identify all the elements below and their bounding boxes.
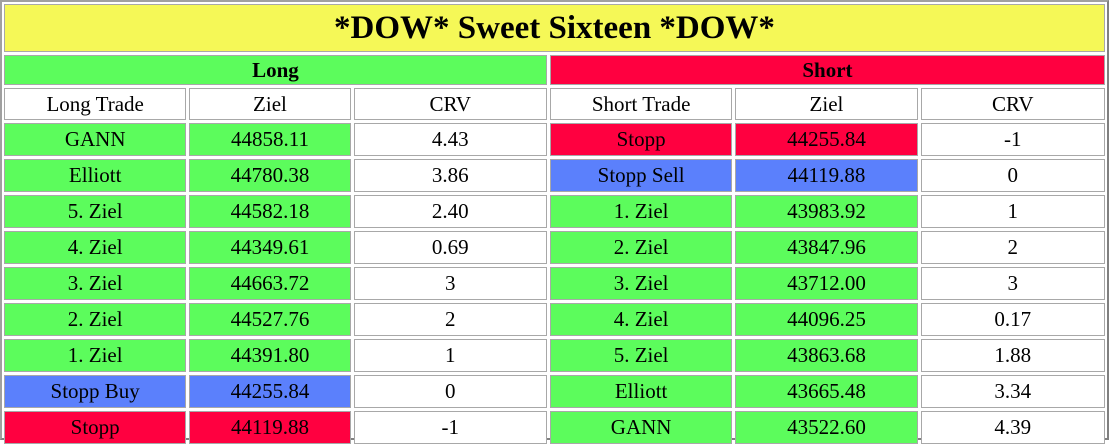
column-header-row: Long Trade Ziel CRV Short Trade Ziel CRV — [4, 88, 1105, 120]
long-crv-cell: -1 — [353, 411, 547, 444]
short-ziel-cell: 43665.48 — [735, 375, 918, 408]
long-trade-cell: 1. Ziel — [4, 339, 187, 372]
long-ziel-cell: 44349.61 — [189, 231, 351, 264]
long-trade-cell: Stopp — [4, 411, 187, 444]
short-trade-cell: Stopp Sell — [549, 159, 733, 192]
table-row: Stopp 44119.88 -1 GANN 43522.60 4.39 — [4, 411, 1105, 444]
table-row: Elliott 44780.38 3.86 Stopp Sell 44119.88 0 — [4, 159, 1105, 192]
short-trade-cell: 1. Ziel — [549, 195, 733, 228]
table-row: 1. Ziel 44391.80 1 5. Ziel 43863.68 1.88 — [4, 339, 1105, 372]
long-crv-header: CRV — [353, 88, 547, 120]
table-row: Stopp Buy 44255.84 0 Elliott 43665.48 3.34 — [4, 375, 1105, 408]
table-row: 4. Ziel 44349.61 0.69 2. Ziel 43847.96 2 — [4, 231, 1105, 264]
long-trade-cell: 2. Ziel — [4, 303, 187, 336]
short-trade-cell: 2. Ziel — [549, 231, 733, 264]
short-crv-cell: 4.39 — [920, 411, 1105, 444]
long-ziel-cell: 44858.11 — [189, 123, 351, 156]
short-crv-cell: 0.17 — [920, 303, 1105, 336]
long-crv-cell: 2 — [353, 303, 547, 336]
short-trade-header: Short Trade — [549, 88, 733, 120]
long-trade-cell: GANN — [4, 123, 187, 156]
short-ziel-cell: 44119.88 — [735, 159, 918, 192]
short-ziel-cell: 43522.60 — [735, 411, 918, 444]
long-ziel-cell: 44527.76 — [189, 303, 351, 336]
short-trade-cell: 3. Ziel — [549, 267, 733, 300]
short-ziel-cell: 43712.00 — [735, 267, 918, 300]
section-row: Long Short — [4, 55, 1105, 85]
short-ziel-cell: 43863.68 — [735, 339, 918, 372]
long-crv-cell: 3 — [353, 267, 547, 300]
table-row: GANN 44858.11 4.43 Stopp 44255.84 -1 — [4, 123, 1105, 156]
short-section-header: Short — [549, 55, 1105, 85]
long-crv-cell: 0 — [353, 375, 547, 408]
long-crv-cell: 1 — [353, 339, 547, 372]
short-crv-cell: 2 — [920, 231, 1105, 264]
long-crv-cell: 3.86 — [353, 159, 547, 192]
short-ziel-cell: 44255.84 — [735, 123, 918, 156]
long-ziel-cell: 44391.80 — [189, 339, 351, 372]
short-ziel-header: Ziel — [735, 88, 918, 120]
short-crv-header: CRV — [920, 88, 1105, 120]
long-trade-cell: Elliott — [4, 159, 187, 192]
long-ziel-cell: 44663.72 — [189, 267, 351, 300]
short-crv-cell: -1 — [920, 123, 1105, 156]
title-row: *DOW* Sweet Sixteen *DOW* — [4, 4, 1105, 52]
long-ziel-header: Ziel — [189, 88, 351, 120]
short-trade-cell: 4. Ziel — [549, 303, 733, 336]
long-crv-cell: 4.43 — [353, 123, 547, 156]
page-title: *DOW* Sweet Sixteen *DOW* — [4, 4, 1105, 52]
short-trade-cell: Stopp — [549, 123, 733, 156]
long-ziel-cell: 44255.84 — [189, 375, 351, 408]
table-row: 3. Ziel 44663.72 3 3. Ziel 43712.00 3 — [4, 267, 1105, 300]
short-ziel-cell: 43983.92 — [735, 195, 918, 228]
long-trade-cell: 4. Ziel — [4, 231, 187, 264]
long-trade-cell: Stopp Buy — [4, 375, 187, 408]
short-crv-cell: 1.88 — [920, 339, 1105, 372]
short-crv-cell: 1 — [920, 195, 1105, 228]
short-trade-cell: GANN — [549, 411, 733, 444]
long-trade-cell: 3. Ziel — [4, 267, 187, 300]
long-ziel-cell: 44780.38 — [189, 159, 351, 192]
long-crv-cell: 2.40 — [353, 195, 547, 228]
short-trade-cell: Elliott — [549, 375, 733, 408]
long-ziel-cell: 44582.18 — [189, 195, 351, 228]
long-ziel-cell: 44119.88 — [189, 411, 351, 444]
short-crv-cell: 3 — [920, 267, 1105, 300]
table-row: 5. Ziel 44582.18 2.40 1. Ziel 43983.92 1 — [4, 195, 1105, 228]
long-trade-header: Long Trade — [4, 88, 187, 120]
short-crv-cell: 3.34 — [920, 375, 1105, 408]
long-crv-cell: 0.69 — [353, 231, 547, 264]
table-row: 2. Ziel 44527.76 2 4. Ziel 44096.25 0.17 — [4, 303, 1105, 336]
long-trade-cell: 5. Ziel — [4, 195, 187, 228]
short-crv-cell: 0 — [920, 159, 1105, 192]
short-trade-cell: 5. Ziel — [549, 339, 733, 372]
short-ziel-cell: 43847.96 — [735, 231, 918, 264]
short-ziel-cell: 44096.25 — [735, 303, 918, 336]
long-section-header: Long — [4, 55, 547, 85]
